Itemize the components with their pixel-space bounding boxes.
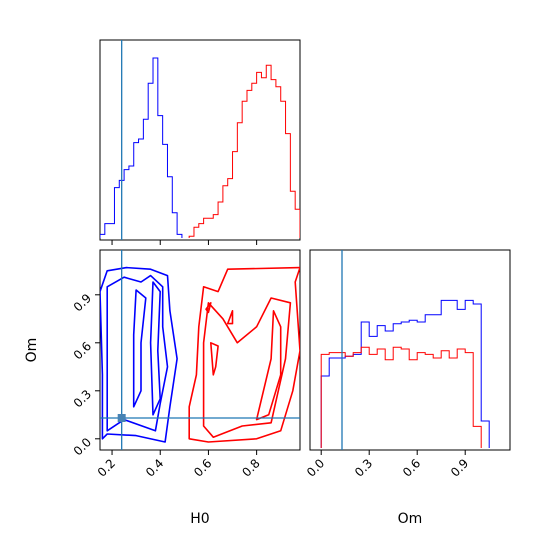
truth-point-marker xyxy=(117,414,126,422)
contour-series-0-level-3 xyxy=(149,281,161,416)
contour-x-tick-label: 0.6 xyxy=(191,456,214,479)
contour-x-tick-label: 0.2 xyxy=(95,456,118,479)
contour-series-1-level-1 xyxy=(202,297,292,439)
contour-series-1-level-0 xyxy=(188,266,300,443)
h0-om-contours xyxy=(100,250,300,450)
om-hist-series-1 xyxy=(320,346,482,448)
h0-hist-series-1 xyxy=(188,64,300,238)
om-marginal-x-tick-label: 0.0 xyxy=(304,456,327,479)
contour-series-1-level-4 xyxy=(205,301,212,314)
contour-series-1-level-3 xyxy=(255,309,282,421)
om-histograms xyxy=(320,250,490,450)
contour-y-tick-label: 0.3 xyxy=(71,387,94,410)
y-axis-title-om: Om xyxy=(24,338,40,363)
om-marginal-x-tick-label: 0.9 xyxy=(448,456,471,479)
h0-hist-series-0 xyxy=(100,57,183,238)
contour-y-tick-label: 0.0 xyxy=(71,435,94,458)
h0-histograms xyxy=(100,40,300,240)
contour-series-1-level-5 xyxy=(226,309,234,325)
contour-series-1-level-2 xyxy=(210,341,219,376)
contour-series-0-level-0 xyxy=(100,266,178,443)
contour-x-tick-label: 0.4 xyxy=(143,456,166,479)
contour-series-0-level-1 xyxy=(106,274,169,432)
contour-series-0-level-2 xyxy=(132,289,147,408)
om-marginal-frame xyxy=(309,249,511,451)
x-axis-title-om: Om xyxy=(398,511,423,527)
contour-y-tick-label: 0.6 xyxy=(71,339,94,362)
contour-y-tick-label: 0.9 xyxy=(71,291,94,314)
h0-marginal-frame xyxy=(99,39,301,241)
om-marginal-x-tick-label: 0.6 xyxy=(400,456,423,479)
om-marginal-x-tick-label: 0.3 xyxy=(352,456,375,479)
contour-x-tick-label: 0.8 xyxy=(239,456,262,479)
h0-om-contour-frame xyxy=(99,249,301,451)
x-axis-title-h0: H0 xyxy=(190,511,209,527)
